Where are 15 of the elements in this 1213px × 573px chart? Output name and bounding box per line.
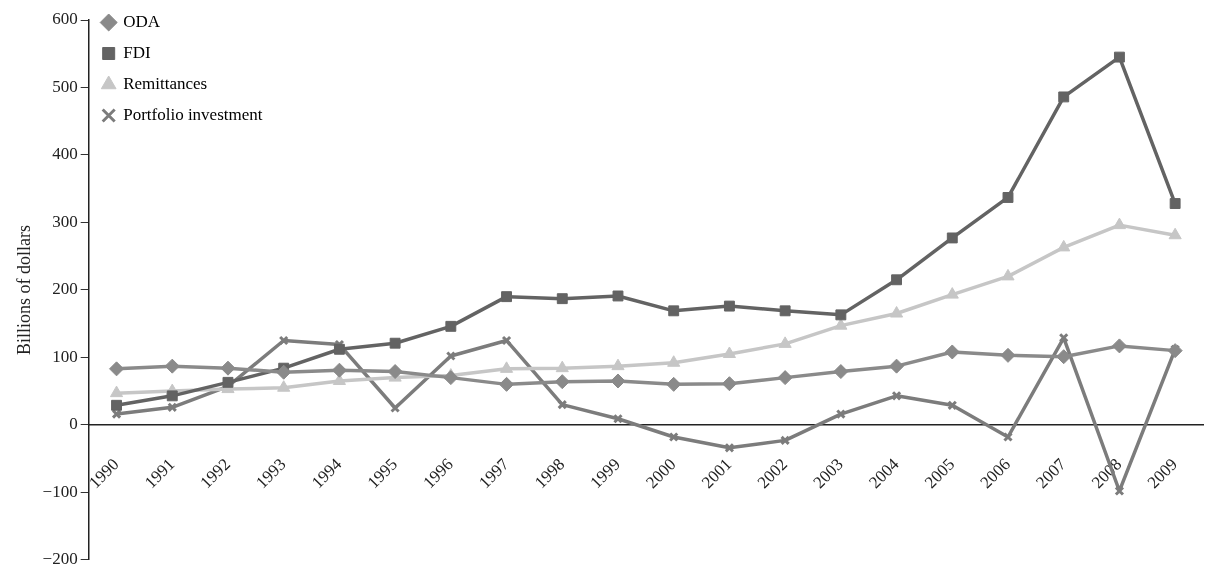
- y-tick-label: 200: [52, 279, 78, 299]
- y-tick-label: −200: [42, 549, 78, 569]
- y-tick-label: 500: [52, 76, 78, 96]
- y-tick-label: −100: [42, 481, 78, 501]
- legend-label: FDI: [123, 42, 151, 62]
- y-tick-label: 600: [52, 9, 78, 29]
- legend-label: Remittances: [123, 73, 208, 93]
- y-tick-label: 400: [52, 144, 78, 164]
- y-tick-label: 300: [52, 211, 78, 231]
- y-axis-title: Billions of dollars: [13, 224, 34, 355]
- y-tick-label: 0: [69, 414, 78, 434]
- y-tick-label: 100: [52, 346, 78, 366]
- x-tick-label: 1991: [140, 454, 179, 493]
- legend-label: ODA: [123, 11, 161, 31]
- legend-label: Portfolio investment: [123, 104, 263, 124]
